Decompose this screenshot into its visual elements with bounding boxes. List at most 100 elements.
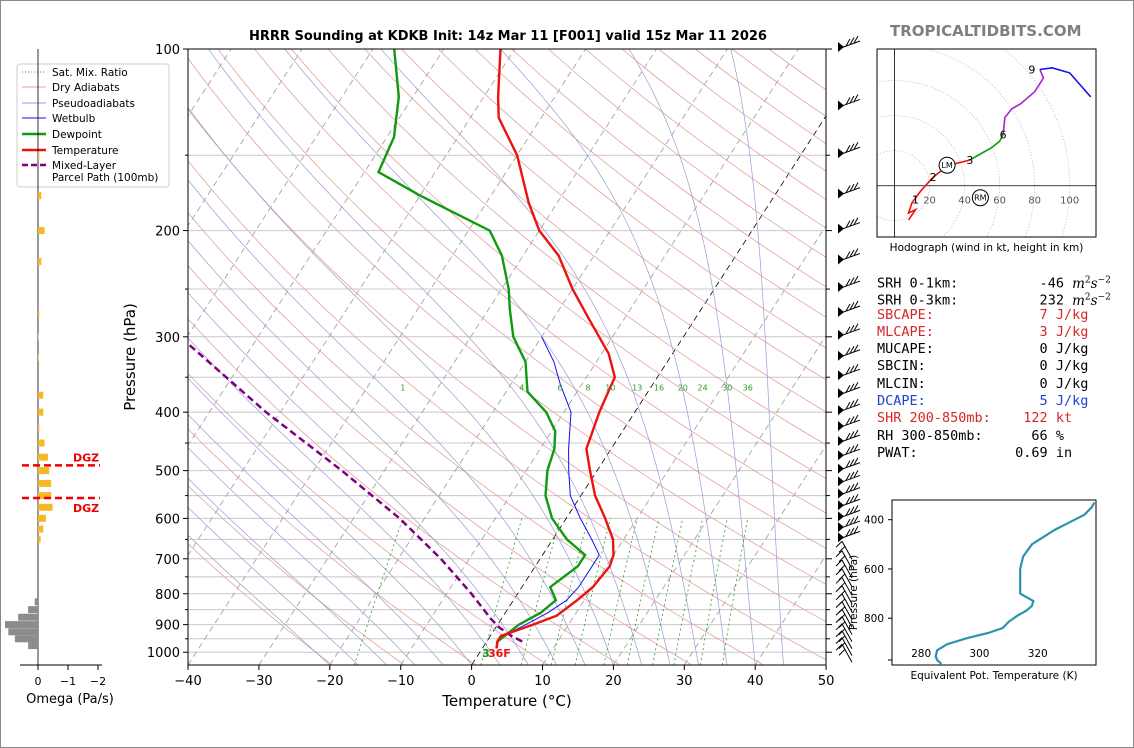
stat-label: PWAT:: [877, 444, 999, 461]
surface-temperature-label: 36F: [488, 647, 511, 660]
x-tick-label: 30: [676, 674, 693, 689]
hodograph-height-label: 9: [1028, 64, 1035, 77]
stat-value: 0: [998, 375, 1056, 392]
omega-bar: [34, 598, 38, 606]
mixing-ratio-line: [652, 518, 684, 665]
wind-barb: [837, 414, 861, 432]
y-tick-label: 800: [155, 588, 180, 603]
dry-adiabat: [188, 108, 826, 623]
stat-value: 0: [998, 358, 1056, 375]
dry-adiabat: [254, 49, 826, 514]
mixing-ratio-line: [603, 518, 638, 665]
isotherm-line: [400, 49, 799, 665]
legend: Sat. Mix. Ratio Dry Adiabats Pseudoadiabat…: [16, 63, 170, 188]
thetae-x-tick-label: 320: [1028, 648, 1048, 660]
omega-bar: [38, 354, 39, 362]
stat-label: MUCAPE:: [877, 341, 999, 358]
site-watermark: TROPICALTIDBITS.COM: [890, 22, 1082, 40]
stat-unit: m2s−2: [1072, 292, 1111, 309]
stat-unit: kt: [1055, 410, 1073, 427]
wind-barb: [837, 182, 861, 199]
dry-adiabat: [188, 160, 826, 661]
moist-adiabat: [188, 534, 331, 665]
hodograph-segment-6-9: [1002, 69, 1045, 135]
stat-label: SBCIN:: [877, 358, 999, 375]
wind-barb: [837, 275, 861, 293]
omega-x-tick-label: −1: [60, 675, 76, 688]
omega-x-tick-label: 0: [35, 675, 42, 688]
thetae-y-tick-label: 600: [864, 564, 884, 576]
hodograph-frame: [876, 48, 1097, 238]
mixing-ratio-line: [480, 518, 523, 665]
x-tick-label: 10: [534, 674, 551, 689]
stat-label: SRH 0-1km:: [877, 275, 999, 292]
hodograph-height-label: 3: [966, 154, 973, 167]
stat-unit: %: [1055, 427, 1064, 444]
dry-adiabat: [188, 543, 333, 665]
stat-unit: J/kg: [1055, 341, 1089, 358]
dry-adiabat: [291, 49, 826, 479]
omega-bar: [38, 151, 40, 159]
x-tick-label: −40: [174, 674, 201, 689]
stats-panel: SRH 0-1km: -46 m2s−2 SRH 0-3km: 232 m2s−2…: [877, 272, 1111, 462]
moist-adiabat: [188, 447, 416, 665]
hodograph-ring-label: 20: [923, 196, 936, 207]
x-tick-label: 20: [605, 674, 622, 689]
stat-value: 66: [998, 427, 1056, 444]
dry-adiabat: [401, 49, 826, 381]
omega-bar: [38, 514, 46, 522]
moist-adiabat: [188, 507, 359, 665]
omega-bar: [28, 642, 38, 650]
stat-label: SHR 200-850mb:: [877, 410, 999, 427]
omega-bar: [28, 606, 38, 614]
mixing-ratio-label: 13: [632, 383, 642, 392]
x-tick-label: −10: [387, 674, 414, 689]
wind-barb: [835, 630, 853, 650]
y-tick-label: 400: [155, 406, 180, 421]
omega-axis-label: Omega (Pa/s): [26, 692, 114, 707]
omega-bar: [38, 503, 53, 511]
stat-label: DCAPE:: [877, 393, 999, 410]
stat-unit: J/kg: [1055, 375, 1089, 392]
omega-bar: [38, 391, 44, 399]
dry-adiabat: [474, 49, 826, 318]
stat-row: SRH 0-1km: -46 m2s−2: [877, 272, 1111, 292]
hodograph-height-label: 6: [1000, 128, 1007, 141]
hodograph-plot: 20 40 60 80 100 12 3 6 9 LM RM: [877, 49, 1096, 237]
mixing-ratio-line: [353, 518, 404, 665]
moist-adiabat: [284, 49, 671, 665]
stat-row: SBCIN: 0 J/kg: [877, 358, 1111, 375]
isotherm-line: [188, 49, 374, 337]
stat-label: MLCIN:: [877, 375, 999, 392]
wind-barb: [837, 470, 861, 487]
y-tick-label: 300: [155, 331, 180, 346]
legend-label-temperature: Temperature: [51, 145, 119, 157]
moist-adiabat: [208, 49, 643, 665]
stat-unit: in: [1055, 444, 1073, 461]
mixing-ratio-label: 8: [585, 383, 590, 392]
wind-barb: [835, 559, 853, 579]
thetae-y-label: Pressure (hPa): [848, 555, 860, 630]
x-tick-label: 50: [818, 674, 835, 689]
stat-unit: J/kg: [1055, 393, 1089, 410]
moist-adiabat: [188, 240, 558, 665]
moist-adiabat: [188, 477, 387, 665]
x-tick-label: −30: [245, 674, 272, 689]
y-tick-label: 600: [155, 512, 180, 527]
isotherm-line: [329, 49, 728, 665]
hodograph-height-label: 2: [930, 171, 937, 184]
omega-bar: [38, 333, 39, 341]
wind-barb: [837, 35, 861, 52]
stat-value: 0.69: [998, 444, 1056, 461]
stat-unit: J/kg: [1055, 306, 1089, 323]
mixing-ratio-line: [721, 518, 749, 665]
omega-bar: [38, 192, 42, 200]
moist-adiabat: [188, 337, 501, 665]
stat-row: MUCAPE: 0 J/kg: [877, 341, 1111, 358]
hodograph-ring-label: 100: [1060, 196, 1079, 207]
hodograph-height-label: 1: [912, 194, 919, 207]
isotherm-line: [188, 49, 516, 556]
omega-bar: [38, 310, 40, 318]
stat-value: 232: [998, 292, 1073, 309]
stat-label: SRH 0-3km:: [877, 292, 999, 309]
